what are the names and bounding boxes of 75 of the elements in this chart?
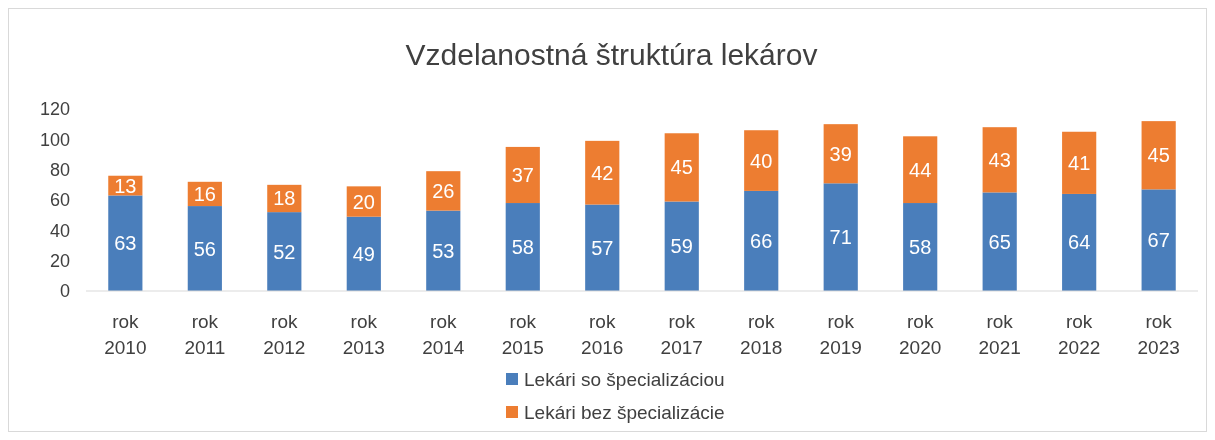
x-tick-label: rok 2019 bbox=[819, 311, 862, 358]
x-tick-label: rok 2020 bbox=[899, 311, 942, 358]
y-tick-label: 20 bbox=[49, 250, 70, 271]
data-label: 43 bbox=[988, 148, 1011, 171]
x-tick-label: rok 2017 bbox=[660, 311, 703, 358]
x-tick-label: rok 2015 bbox=[501, 311, 544, 358]
data-label: 16 bbox=[193, 182, 216, 205]
data-label: 58 bbox=[511, 236, 534, 259]
bar bbox=[982, 192, 1017, 291]
x-tick-label: rok 2022 bbox=[1058, 311, 1101, 358]
x-tick-label: rok 2010 bbox=[104, 311, 147, 358]
data-label: 52 bbox=[273, 240, 296, 263]
y-tick-label: 60 bbox=[49, 190, 70, 211]
x-tick-label: rok 2013 bbox=[342, 311, 385, 358]
bar bbox=[187, 206, 222, 291]
bar bbox=[1062, 131, 1097, 194]
x-tick-label: rok 2021 bbox=[978, 311, 1021, 358]
y-tick-label: 40 bbox=[49, 220, 70, 241]
bar bbox=[426, 210, 461, 291]
bar bbox=[585, 140, 620, 205]
bar bbox=[823, 183, 858, 291]
x-tick-label: rok 2016 bbox=[581, 311, 624, 358]
x-tick-label: rok 2023 bbox=[1137, 311, 1180, 358]
data-label: 58 bbox=[909, 236, 932, 259]
y-tick-label: 0 bbox=[59, 281, 70, 302]
data-label: 39 bbox=[829, 142, 852, 165]
data-label: 63 bbox=[114, 232, 137, 255]
data-label: 45 bbox=[1147, 144, 1170, 167]
data-label: 18 bbox=[273, 187, 296, 210]
data-label: 42 bbox=[591, 161, 614, 184]
data-label: 45 bbox=[670, 156, 693, 179]
data-label: 49 bbox=[352, 242, 375, 265]
data-label: 26 bbox=[432, 179, 455, 202]
data-label: 40 bbox=[750, 149, 773, 172]
bar bbox=[903, 203, 938, 291]
x-tick-label: rok 2014 bbox=[422, 311, 465, 358]
bar bbox=[505, 203, 540, 291]
bar bbox=[982, 127, 1017, 193]
x-tick-label: rok 2011 bbox=[184, 311, 226, 358]
bar bbox=[823, 124, 858, 184]
bar bbox=[585, 204, 620, 291]
data-label: 20 bbox=[352, 190, 375, 213]
bar bbox=[108, 195, 143, 291]
data-label: 53 bbox=[432, 239, 455, 262]
data-label: 67 bbox=[1147, 229, 1170, 252]
legend-label: Lekári so špecializáciou bbox=[524, 368, 725, 390]
data-label: 64 bbox=[1068, 231, 1091, 254]
data-label: 41 bbox=[1068, 151, 1091, 174]
data-label: 66 bbox=[750, 229, 773, 252]
data-label: 56 bbox=[193, 237, 216, 260]
y-tick-label: 80 bbox=[49, 159, 70, 180]
y-tick-label: 100 bbox=[39, 129, 70, 150]
y-tick-label: 120 bbox=[39, 99, 70, 120]
bar bbox=[267, 212, 302, 291]
bar bbox=[744, 190, 779, 291]
bar bbox=[744, 130, 779, 191]
data-label: 13 bbox=[114, 174, 137, 197]
data-label: 44 bbox=[909, 158, 932, 181]
bar bbox=[1141, 189, 1176, 291]
bar bbox=[903, 136, 938, 204]
bar bbox=[505, 146, 540, 204]
data-label: 65 bbox=[988, 230, 1011, 253]
bar bbox=[1141, 121, 1176, 190]
bar bbox=[664, 133, 699, 202]
bar bbox=[346, 216, 381, 291]
x-tick-label: rok 2018 bbox=[740, 311, 783, 358]
data-label: 71 bbox=[829, 226, 852, 249]
bar bbox=[664, 201, 699, 291]
data-label: 59 bbox=[670, 235, 693, 258]
bar bbox=[1062, 193, 1097, 291]
data-label: 57 bbox=[591, 236, 614, 259]
chart-title: Vzdelanostná štruktúra lekárov bbox=[405, 38, 818, 71]
data-label: 37 bbox=[511, 163, 534, 186]
x-tick-label: rok 2012 bbox=[263, 311, 306, 358]
legend-label: Lekári bez špecializácie bbox=[524, 401, 725, 423]
